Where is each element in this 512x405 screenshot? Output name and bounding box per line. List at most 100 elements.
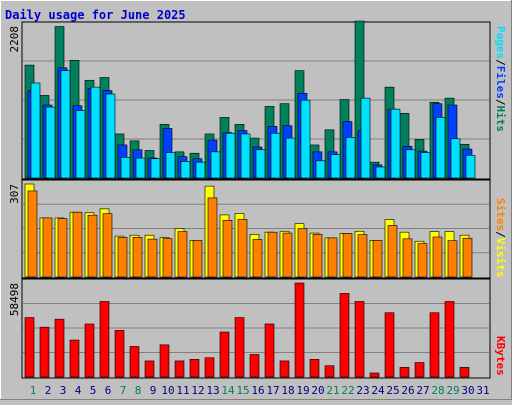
bars-hits-files-pages (24, 20, 476, 179)
bar-kbytes-day-8 (129, 346, 140, 378)
legend-kbytes: KBytes (494, 336, 507, 376)
bar-sites-day-1 (27, 190, 38, 278)
bar-sites-day-26 (402, 238, 413, 278)
bar-kbytes-day-4 (69, 339, 80, 378)
y-max-bot: 58498 (8, 283, 21, 316)
bar-sites-day-6 (102, 213, 113, 278)
bar-sites-day-29 (447, 240, 458, 278)
bar-kbytes-day-15 (234, 317, 245, 378)
legend-mid: Sites/Visits (494, 198, 507, 278)
bar-sites-day-24 (372, 240, 383, 278)
day-label-24: 24 (371, 384, 385, 397)
bar-pages-day-24 (375, 166, 386, 179)
bar-kbytes-day-16 (249, 354, 260, 378)
bar-pages-day-30 (465, 154, 476, 179)
day-label-23: 23 (356, 384, 369, 397)
day-label-17: 17 (266, 384, 279, 397)
bar-pages-day-19 (300, 99, 311, 179)
legend-sep-3: / (494, 231, 507, 238)
bar-pages-day-4 (75, 110, 86, 179)
bar-sites-day-10 (162, 238, 173, 278)
day-label-3: 3 (60, 384, 67, 397)
legend-hits: Hits (494, 106, 507, 133)
bar-kbytes-day-28 (429, 312, 440, 378)
day-label-5: 5 (90, 384, 97, 397)
bar-pages-day-17 (270, 132, 281, 179)
day-label-11: 11 (176, 384, 189, 397)
bar-pages-day-14 (225, 132, 236, 179)
bar-pages-day-28 (435, 117, 446, 179)
bar-sites-day-2 (42, 217, 53, 278)
day-label-25: 25 (386, 384, 399, 397)
day-label-7: 7 (120, 384, 127, 397)
bar-pages-day-22 (345, 137, 356, 179)
bar-kbytes-day-12 (189, 359, 200, 378)
bar-kbytes-day-11 (174, 360, 185, 378)
legend-bot: KBytes (494, 336, 507, 376)
bar-sites-day-19 (297, 228, 308, 278)
day-label-10: 10 (161, 384, 174, 397)
bar-pages-day-23 (360, 97, 371, 179)
bar-kbytes-day-3 (54, 318, 65, 378)
bar-kbytes-day-21 (324, 365, 335, 378)
bar-sites-day-27 (417, 243, 428, 278)
day-label-29: 29 (446, 384, 459, 397)
legend-top: Pages/Files/Hits (494, 26, 507, 132)
day-label-31: 31 (476, 384, 489, 397)
legend-sites: Sites (494, 198, 507, 231)
bar-pages-day-25 (390, 108, 401, 179)
bar-pages-day-13 (210, 151, 221, 179)
legend-pages: Pages (494, 26, 507, 59)
bar-sites-day-22 (342, 233, 353, 278)
day-label-12: 12 (191, 384, 204, 397)
bar-kbytes-day-25 (384, 312, 395, 378)
bar-sites-day-4 (72, 211, 83, 278)
bar-sites-day-28 (432, 236, 443, 278)
legend-sep-1: / (494, 59, 507, 66)
bar-sites-day-12 (192, 240, 203, 278)
x-axis-day-labels: 1 2 3 4 5 6 7 8 9 10 11 12 13 14 15 16 17 18 19 20 21 22 23 24 2… (30, 384, 490, 397)
bar-pages-day-2 (45, 106, 56, 179)
bar-sites-day-21 (327, 237, 338, 278)
bar-kbytes-day-17 (264, 323, 275, 378)
bar-kbytes-day-5 (84, 323, 95, 378)
day-label-2: 2 (45, 384, 52, 397)
bar-sites-day-3 (57, 218, 68, 278)
day-label-18: 18 (281, 384, 294, 397)
bar-kbytes-day-18 (279, 360, 290, 378)
bar-pages-day-11 (180, 161, 191, 179)
bar-kbytes-day-7 (114, 330, 125, 378)
day-label-15: 15 (236, 384, 249, 397)
bars-visits-sites (24, 183, 473, 278)
bar-pages-day-29 (450, 138, 461, 179)
day-label-14: 14 (221, 384, 235, 397)
day-label-19: 19 (296, 384, 309, 397)
bar-kbytes-day-27 (414, 362, 425, 378)
bar-sites-day-8 (132, 237, 143, 278)
y-max-mid: 307 (8, 184, 21, 204)
bar-sites-day-7 (117, 237, 128, 278)
bars-kbytes (24, 282, 470, 378)
bar-kbytes-day-13 (204, 357, 215, 378)
bar-pages-day-27 (420, 152, 431, 179)
bar-pages-day-26 (405, 149, 416, 179)
bar-kbytes-day-10 (159, 344, 170, 378)
bar-pages-day-1 (30, 82, 41, 179)
day-label-27: 27 (416, 384, 429, 397)
bar-sites-day-13 (207, 197, 218, 278)
bar-pages-day-20 (315, 160, 326, 179)
bar-kbytes-day-20 (309, 359, 320, 378)
bar-kbytes-day-26 (399, 367, 410, 378)
legend-sep-2: / (494, 99, 507, 106)
day-label-20: 20 (311, 384, 324, 397)
day-label-22: 22 (341, 384, 354, 397)
day-label-26: 26 (401, 384, 414, 397)
day-label-16: 16 (251, 384, 264, 397)
bar-pages-day-16 (255, 149, 266, 179)
bar-kbytes-day-22 (339, 293, 350, 378)
bar-pages-day-6 (105, 93, 116, 179)
bar-kbytes-day-29 (444, 301, 455, 378)
legend-visits: Visits (494, 238, 507, 278)
bar-pages-day-10 (165, 152, 176, 179)
